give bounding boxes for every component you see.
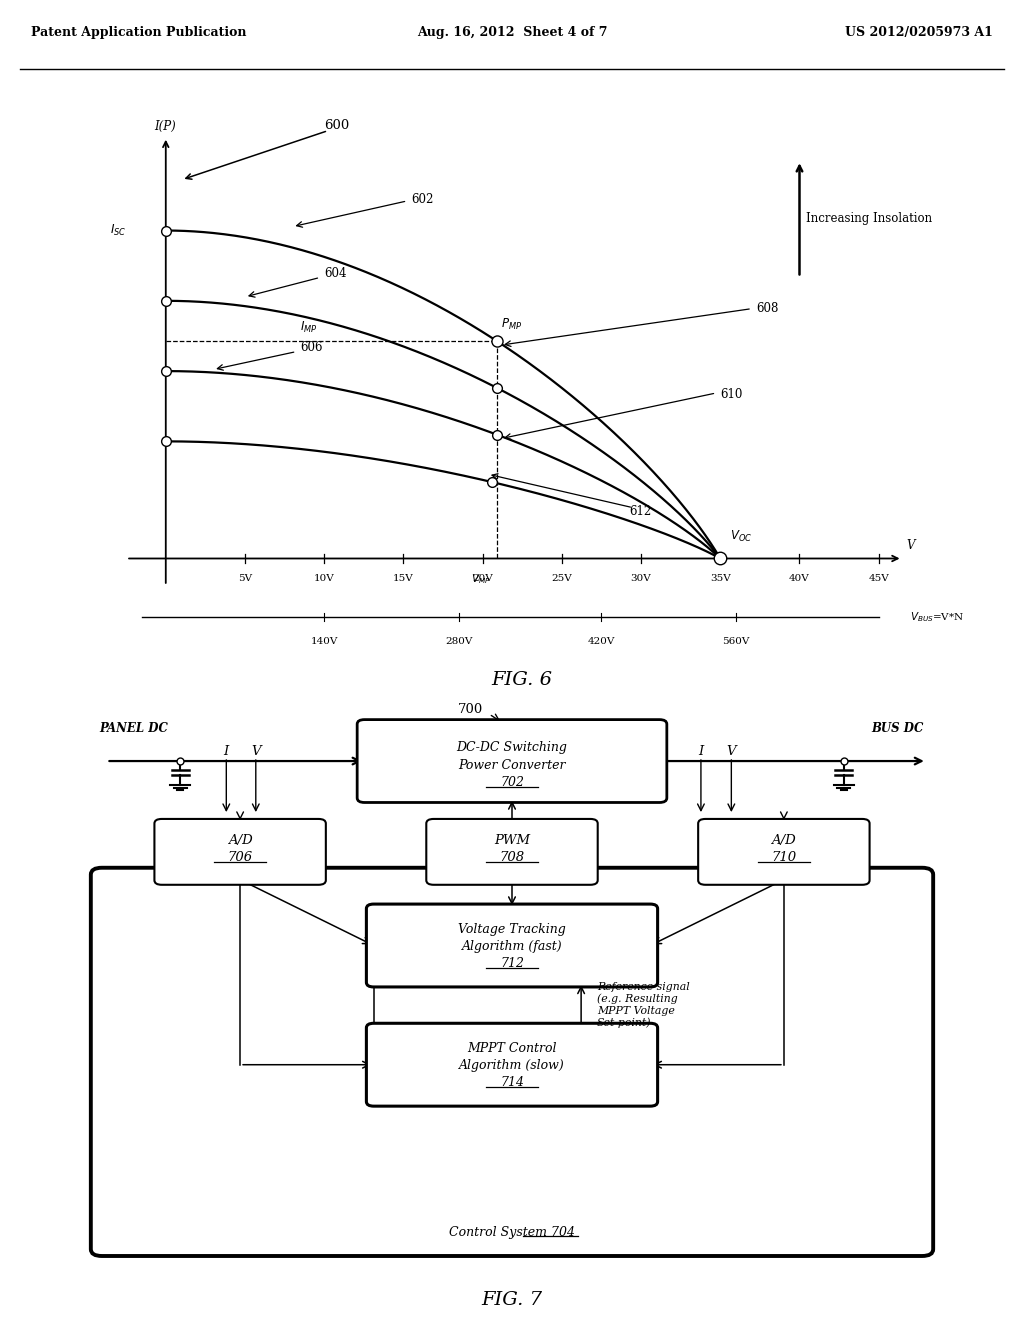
Text: 714: 714 xyxy=(500,1076,524,1089)
Text: $V_{OC}$: $V_{OC}$ xyxy=(730,529,752,544)
Text: FIG. 6: FIG. 6 xyxy=(492,671,553,689)
Text: 15V: 15V xyxy=(393,574,414,583)
FancyBboxPatch shape xyxy=(367,904,657,987)
FancyBboxPatch shape xyxy=(426,818,598,884)
Text: 280V: 280V xyxy=(445,636,472,645)
Text: 140V: 140V xyxy=(310,636,338,645)
Text: Algorithm (fast): Algorithm (fast) xyxy=(462,940,562,953)
Text: 40V: 40V xyxy=(790,574,810,583)
Text: 604: 604 xyxy=(325,267,347,280)
Text: V: V xyxy=(251,744,260,758)
Text: $I_{SC}$: $I_{SC}$ xyxy=(110,223,126,238)
Text: $V_{BUS}$=V*N: $V_{BUS}$=V*N xyxy=(910,610,965,624)
Text: Aug. 16, 2012  Sheet 4 of 7: Aug. 16, 2012 Sheet 4 of 7 xyxy=(417,26,607,40)
Text: 600: 600 xyxy=(325,119,349,132)
Text: MPPT Control: MPPT Control xyxy=(467,1043,557,1055)
FancyBboxPatch shape xyxy=(367,1023,657,1106)
Text: 420V: 420V xyxy=(588,636,615,645)
Text: Algorithm (slow): Algorithm (slow) xyxy=(459,1060,565,1072)
Text: 610: 610 xyxy=(720,388,742,401)
FancyBboxPatch shape xyxy=(91,867,933,1257)
Text: 608: 608 xyxy=(756,302,778,315)
Text: 602: 602 xyxy=(412,193,434,206)
Text: A/D: A/D xyxy=(771,834,797,847)
Text: PWM: PWM xyxy=(494,834,530,847)
Text: Increasing Insolation: Increasing Insolation xyxy=(806,213,932,226)
Text: $I_{MP}$: $I_{MP}$ xyxy=(300,319,317,335)
Text: A/D: A/D xyxy=(227,834,253,847)
Text: Control System 704: Control System 704 xyxy=(449,1226,575,1238)
Text: V: V xyxy=(727,744,736,758)
Text: 30V: 30V xyxy=(631,574,651,583)
Text: V: V xyxy=(906,540,914,552)
Text: I: I xyxy=(223,744,229,758)
Text: 710: 710 xyxy=(771,851,797,865)
Text: $P_{MP}$: $P_{MP}$ xyxy=(501,317,522,331)
Text: 45V: 45V xyxy=(868,574,889,583)
Text: 10V: 10V xyxy=(313,574,335,583)
FancyBboxPatch shape xyxy=(155,818,326,884)
Text: 35V: 35V xyxy=(710,574,731,583)
Text: I: I xyxy=(698,744,703,758)
Text: FIG. 7: FIG. 7 xyxy=(481,1291,543,1309)
Text: Power Converter: Power Converter xyxy=(459,759,565,771)
Text: Reference signal
(e.g. Resulting
MPPT Voltage
Set-point): Reference signal (e.g. Resulting MPPT Vo… xyxy=(597,982,689,1028)
Text: 712: 712 xyxy=(500,957,524,970)
Text: I(P): I(P) xyxy=(154,120,176,133)
Text: 606: 606 xyxy=(300,341,323,354)
Text: US 2012/0205973 A1: US 2012/0205973 A1 xyxy=(846,26,993,40)
Text: Patent Application Publication: Patent Application Publication xyxy=(31,26,246,40)
FancyBboxPatch shape xyxy=(698,818,869,884)
Text: 708: 708 xyxy=(500,851,524,865)
Text: 700: 700 xyxy=(458,704,483,717)
Text: 702: 702 xyxy=(500,776,524,788)
Text: DC-DC Switching: DC-DC Switching xyxy=(457,742,567,755)
Text: 560V: 560V xyxy=(723,636,750,645)
Text: 612: 612 xyxy=(629,506,651,519)
Text: 25V: 25V xyxy=(552,574,572,583)
Text: 5V: 5V xyxy=(238,574,252,583)
Text: PANEL DC: PANEL DC xyxy=(99,722,169,735)
Text: BUS DC: BUS DC xyxy=(871,722,924,735)
Text: Voltage Tracking: Voltage Tracking xyxy=(458,923,566,936)
FancyBboxPatch shape xyxy=(357,719,667,803)
Text: 706: 706 xyxy=(227,851,253,865)
Text: 20V: 20V xyxy=(472,574,493,583)
Text: $V_{MP}$: $V_{MP}$ xyxy=(471,573,490,586)
